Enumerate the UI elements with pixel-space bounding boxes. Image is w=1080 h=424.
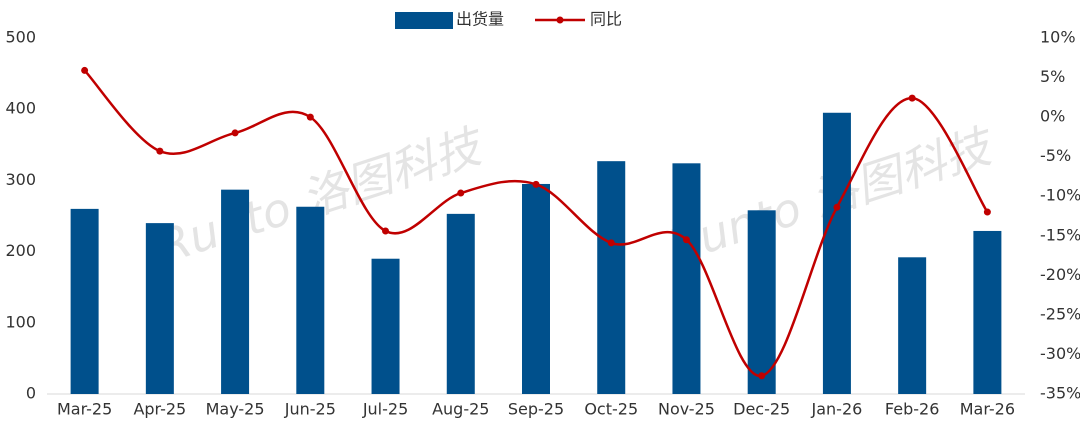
bar (597, 161, 626, 394)
bar (296, 206, 325, 394)
x-tick-label: Jul-25 (362, 400, 408, 419)
x-tick-label: Oct-25 (584, 400, 638, 419)
y-tick-label: 0 (26, 384, 36, 403)
y-tick-label: 200 (5, 241, 36, 260)
y2-tick-label: 0% (1040, 107, 1065, 126)
bar (747, 210, 776, 394)
legend-swatch (395, 12, 453, 29)
line-marker (607, 239, 615, 247)
y2-tick-label: -35% (1040, 384, 1080, 403)
y-tick-label: 100 (5, 312, 36, 331)
x-tick-label: Apr-25 (133, 400, 186, 419)
x-tick-label: Mar-25 (57, 400, 112, 419)
x-tick-label: Feb-26 (885, 400, 939, 419)
y2-tick-label: -30% (1040, 344, 1080, 363)
line-marker (758, 372, 766, 380)
line-marker (457, 189, 465, 197)
bar (70, 208, 99, 394)
x-tick-label: Dec-25 (733, 400, 790, 419)
line (83, 69, 989, 378)
line-marker (983, 208, 991, 216)
x-tick-label: Jan-26 (811, 400, 863, 419)
line-marker (231, 129, 239, 137)
y2-tick-label: -5% (1040, 146, 1071, 165)
y2-tick-label: -20% (1040, 265, 1080, 284)
bar (522, 183, 550, 394)
bar (371, 258, 400, 394)
legend-label: 出货量 (456, 10, 504, 29)
x-tick-label: Mar-26 (960, 400, 1015, 419)
bar (145, 223, 174, 394)
bar (672, 163, 701, 394)
line-marker (382, 227, 390, 235)
y2-tick-label: -10% (1040, 186, 1080, 205)
bar (822, 112, 851, 394)
line-marker (156, 147, 164, 155)
y2-tick-label: 10% (1040, 28, 1076, 47)
line-marker (81, 66, 89, 74)
line-marker (908, 94, 916, 102)
legend-swatch (556, 16, 564, 24)
bar (221, 189, 250, 394)
line-marker (306, 113, 314, 121)
x-tick-label: Sep-25 (508, 400, 564, 419)
x-tick-label: Jun-25 (284, 400, 336, 419)
y2-tick-label: -25% (1040, 304, 1080, 323)
x-tick-label: May-25 (206, 400, 265, 419)
y-tick-label: 300 (5, 170, 36, 189)
bar (446, 213, 475, 394)
bar (898, 257, 927, 394)
y-tick-label: 500 (5, 28, 36, 47)
y2-tick-label: 5% (1040, 67, 1065, 86)
x-tick-label: Nov-25 (658, 400, 715, 419)
line-marker (833, 203, 841, 211)
y2-tick-label: -15% (1040, 225, 1080, 244)
x-tick-label: Aug-25 (432, 400, 489, 419)
legend-label: 同比 (590, 10, 622, 29)
line-marker (682, 236, 690, 244)
line-marker (532, 180, 540, 188)
bar (973, 230, 1002, 394)
y-tick-label: 400 (5, 99, 36, 118)
